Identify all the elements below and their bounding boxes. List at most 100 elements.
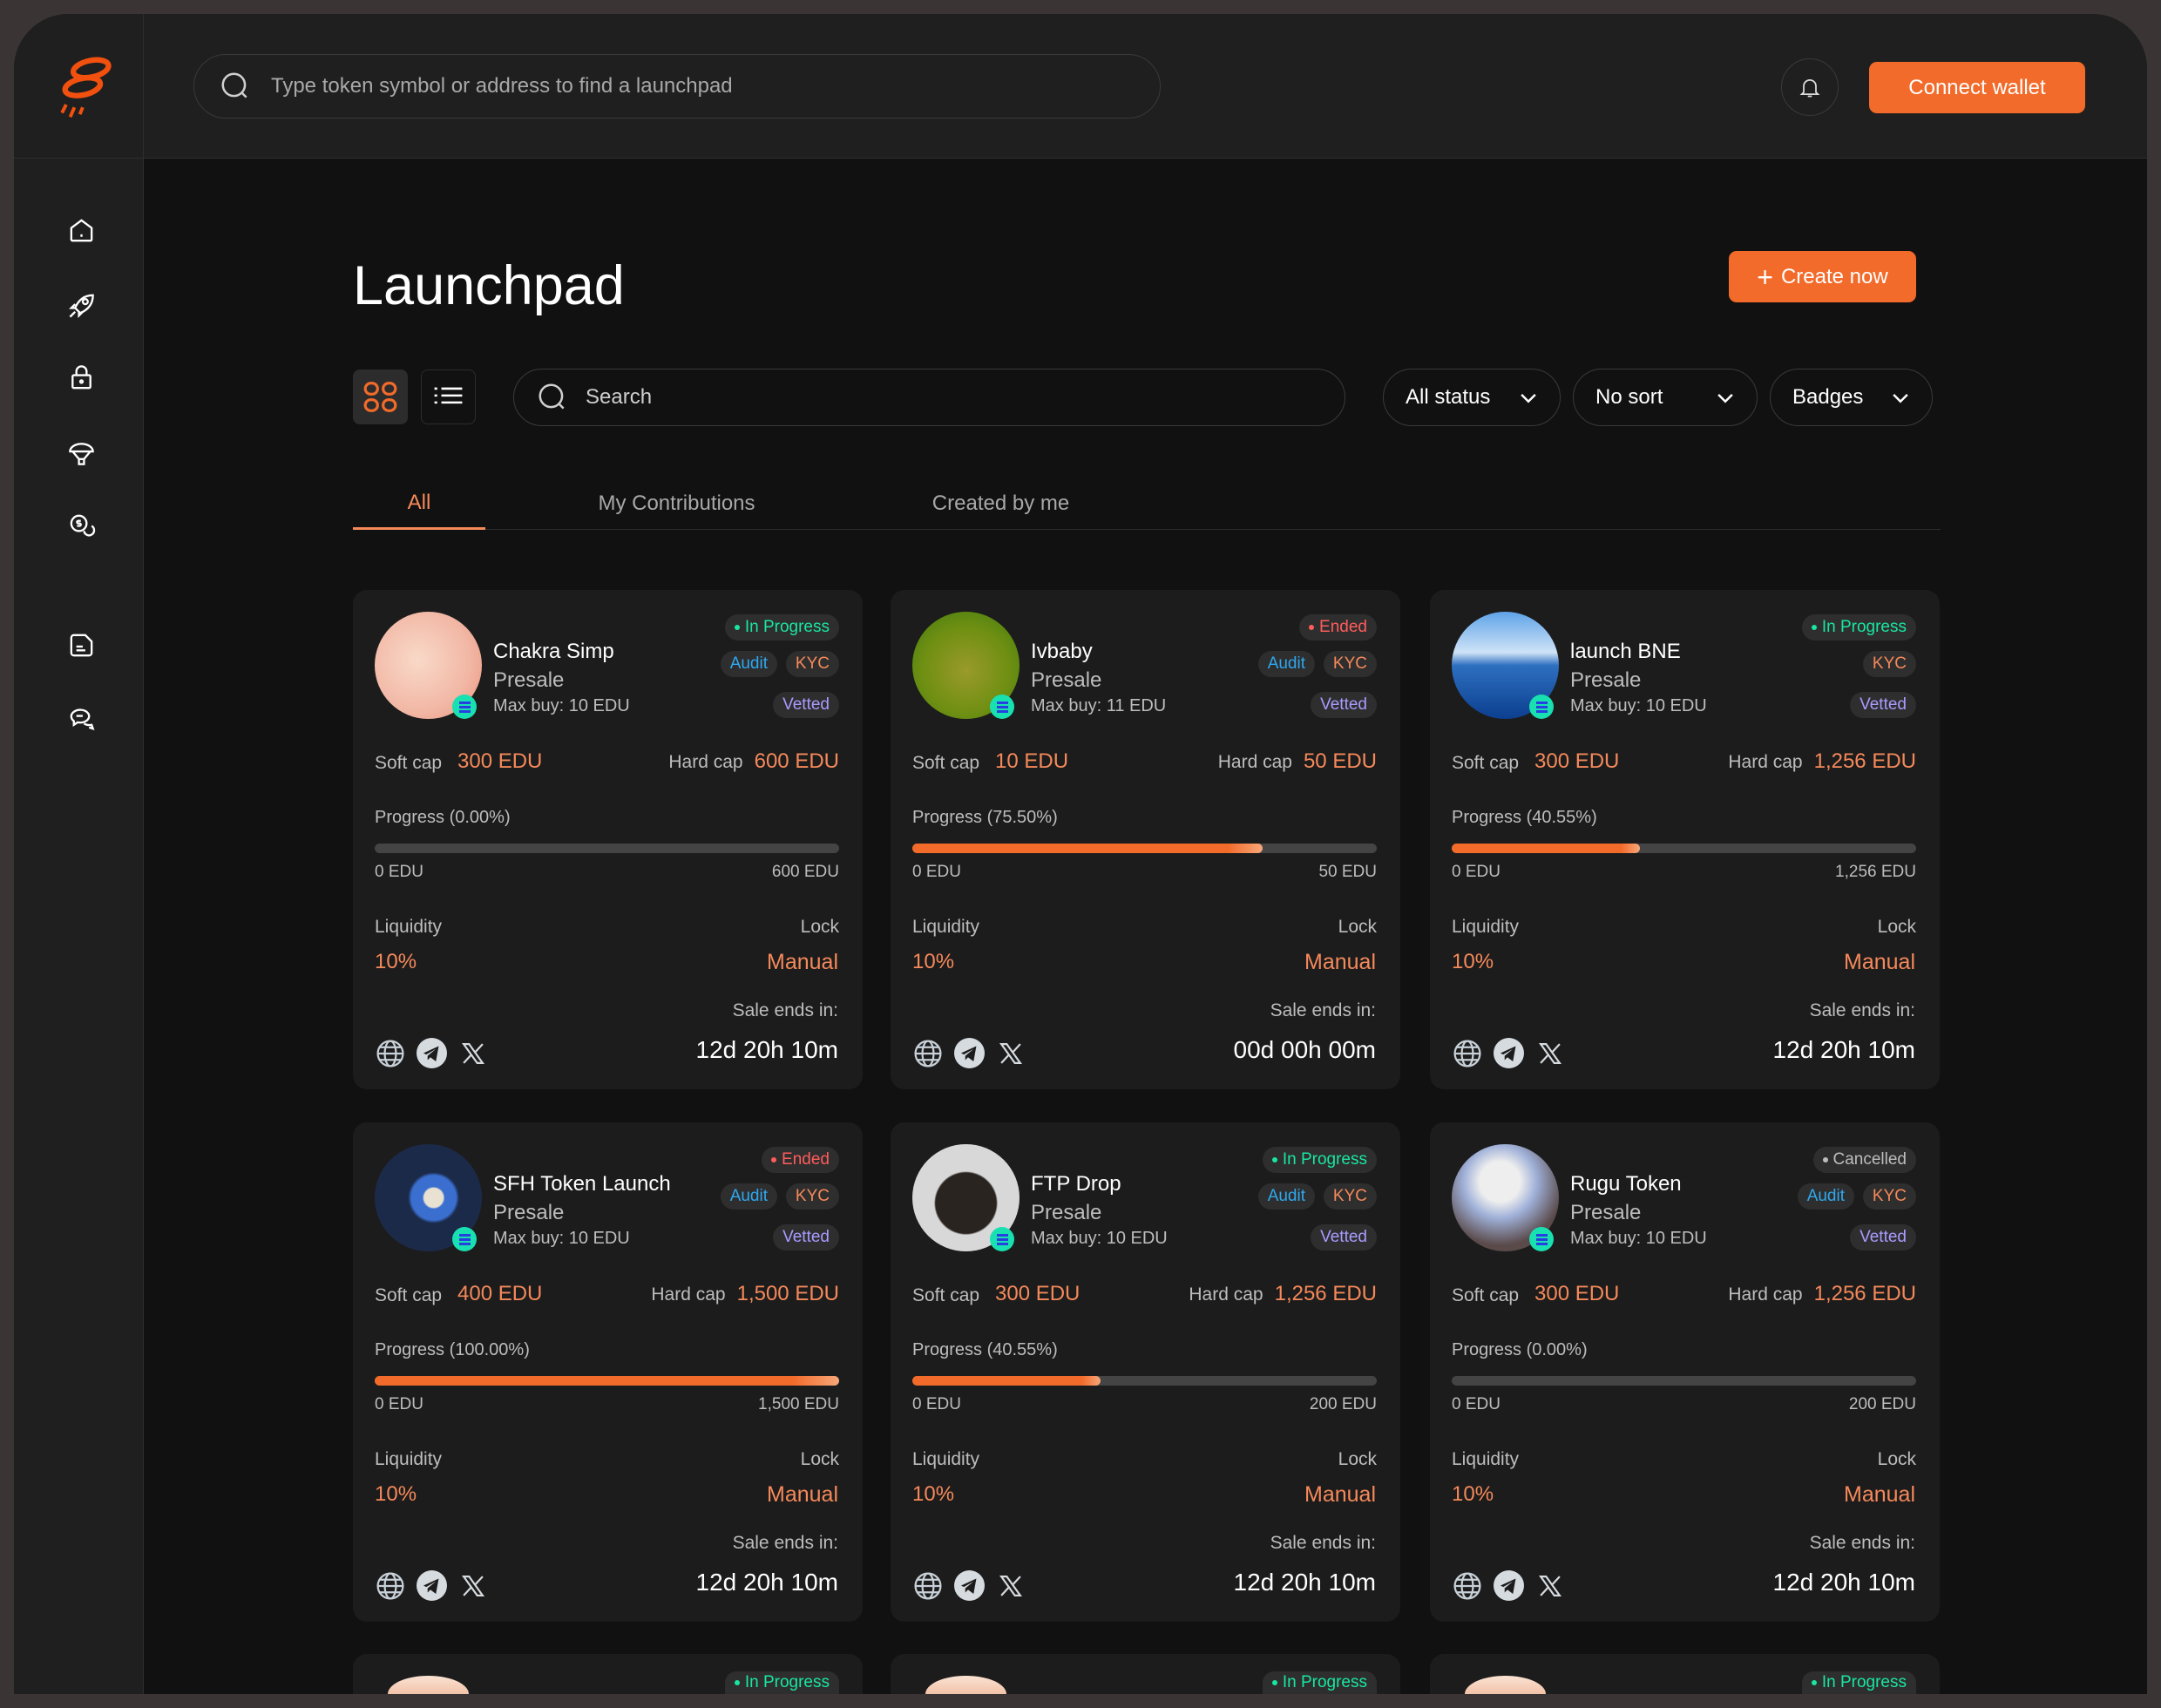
soft-cap-value: 300 EDU (457, 749, 543, 773)
launchpad-search-input[interactable]: Search (513, 369, 1345, 426)
lock-value: Manual (1844, 950, 1915, 974)
sidebar (14, 14, 144, 1694)
telegram-link[interactable] (417, 1038, 447, 1068)
telegram-link[interactable] (1494, 1038, 1524, 1068)
launchpad-card[interactable]: Rugu Token Presale Max buy: 10 EDU Cancelle… (1430, 1122, 1940, 1622)
x-link[interactable] (995, 1570, 1026, 1601)
create-now-button[interactable]: + Create now (1729, 251, 1916, 302)
hard-cap: Hard cap 1,256 EDU (1728, 1282, 1916, 1306)
hard-cap-label: Hard cap (668, 752, 743, 772)
progress-min: 0 EDU (912, 863, 961, 881)
token-name[interactable]: Chakra Simp (493, 640, 614, 663)
telegram-icon (1494, 1038, 1524, 1068)
hard-cap-value: 1,500 EDU (736, 1282, 839, 1305)
x-link[interactable] (1534, 1570, 1565, 1601)
liquidity-label: Liquidity (912, 1449, 980, 1469)
notifications-button[interactable] (1781, 58, 1839, 116)
status-filter-dropdown[interactable]: All status (1383, 369, 1561, 426)
vetted-badge: Vetted (1311, 692, 1377, 718)
website-link[interactable] (375, 1570, 405, 1601)
soft-cap-value: 300 EDU (1534, 1282, 1620, 1305)
token-name[interactable]: SFH Token Launch (493, 1172, 671, 1196)
launchpad-card[interactable]: In Progress (1430, 1654, 1940, 1694)
badges-filter-value: Badges (1792, 385, 1864, 409)
website-link[interactable] (1452, 1570, 1482, 1601)
launchpad-card[interactable]: launch BNE Presale Max buy: 10 EDU In Progr… (1430, 590, 1940, 1089)
progress-label: Progress (0.00%) (375, 808, 511, 827)
globe-icon (913, 1571, 942, 1600)
telegram-icon (954, 1570, 985, 1601)
hard-cap: Hard cap 1,256 EDU (1189, 1282, 1377, 1306)
lock-label: Lock (1877, 917, 1916, 937)
website-link[interactable] (912, 1038, 943, 1068)
status-badge: In Progress (724, 1671, 839, 1694)
x-link[interactable] (995, 1038, 1026, 1068)
website-link[interactable] (912, 1570, 943, 1601)
token-name[interactable]: Rugu Token (1570, 1172, 1682, 1196)
chain-badge-icon (452, 1227, 477, 1251)
launchpad-card[interactable]: FTP Drop Presale Max buy: 10 EDU In Progres… (891, 1122, 1400, 1622)
soft-cap-value: 400 EDU (457, 1282, 543, 1305)
list-view-button[interactable] (421, 369, 476, 424)
telegram-link[interactable] (1494, 1570, 1524, 1601)
badges-filter-dropdown[interactable]: Badges (1770, 369, 1933, 426)
sort-value: No sort (1595, 385, 1663, 409)
connect-wallet-button[interactable]: Connect wallet (1869, 62, 2085, 113)
kyc-badge: KYC (785, 1183, 839, 1210)
progress-min: 0 EDU (912, 1395, 961, 1413)
launchpad-card[interactable]: Chakra Simp Presale Max buy: 10 EDU In Prog… (353, 590, 863, 1089)
sidebar-item-docs[interactable] (62, 626, 100, 664)
lock-value: Manual (1304, 1482, 1376, 1507)
x-link[interactable] (1534, 1038, 1565, 1068)
sale-ends-label: Sale ends in: (1270, 1533, 1376, 1553)
token-name[interactable]: FTP Drop (1031, 1172, 1121, 1196)
lock-value: Manual (1844, 1482, 1915, 1507)
progress-label: Progress (0.00%) (1452, 1340, 1588, 1359)
token-name[interactable]: Ivbaby (1031, 640, 1093, 663)
sidebar-item-home[interactable] (62, 211, 100, 249)
launchpad-card[interactable]: In Progress (891, 1654, 1400, 1694)
chain-badge-icon (990, 695, 1014, 719)
global-search-input[interactable]: Type token symbol or address to find a l… (193, 54, 1161, 119)
launchpad-card[interactable]: In Progress (353, 1654, 863, 1694)
status-badge: Cancelled (1812, 1147, 1916, 1173)
max-buy: Max buy: 10 EDU (493, 696, 630, 715)
liquidity-value: 10% (912, 950, 955, 973)
launchpad-card[interactable]: Ivbaby Presale Max buy: 11 EDU Ended KYC Audi… (891, 590, 1400, 1089)
vetted-badge: Vetted (773, 692, 839, 718)
create-now-label: Create now (1780, 264, 1888, 288)
tab-my-contributions[interactable]: My Contributions (598, 491, 755, 515)
progress-bar (375, 1376, 839, 1386)
telegram-link[interactable] (417, 1570, 447, 1601)
sale-type: Presale (1031, 668, 1102, 692)
x-link[interactable] (457, 1570, 488, 1601)
tab-created-by-me[interactable]: Created by me (931, 491, 1070, 515)
sidebar-item-airdrop[interactable] (62, 433, 100, 471)
sale-countdown: 12d 20h 10m (695, 1036, 838, 1063)
tab-all[interactable]: All (353, 478, 485, 530)
liquidity-value: 10% (375, 1482, 417, 1506)
logo-icon (60, 57, 112, 119)
x-link[interactable] (457, 1038, 488, 1068)
token-name[interactable]: launch BNE (1570, 640, 1681, 663)
globe-icon (913, 1039, 942, 1068)
logo[interactable] (14, 14, 144, 159)
audit-badge: Audit (1797, 1183, 1854, 1210)
status-badge: Ended (1299, 614, 1377, 640)
telegram-link[interactable] (954, 1038, 985, 1068)
lock-value: Manual (767, 950, 838, 974)
telegram-link[interactable] (954, 1570, 985, 1601)
status-badge: In Progress (1262, 1671, 1377, 1694)
sidebar-item-launchpad[interactable] (62, 286, 100, 324)
sort-dropdown[interactable]: No sort (1573, 369, 1758, 426)
grid-view-button[interactable] (353, 369, 408, 424)
status-label: In Progress (1821, 618, 1907, 636)
website-link[interactable] (1452, 1038, 1482, 1068)
sidebar-item-lock[interactable] (62, 358, 100, 396)
sidebar-item-support[interactable] (62, 699, 100, 737)
liquidity-label: Liquidity (375, 1449, 443, 1469)
max-buy: Max buy: 10 EDU (1570, 696, 1707, 715)
website-link[interactable] (375, 1038, 405, 1068)
sidebar-item-staking[interactable] (62, 506, 100, 545)
launchpad-card[interactable]: SFH Token Launch Presale Max buy: 10 EDU En… (353, 1122, 863, 1622)
